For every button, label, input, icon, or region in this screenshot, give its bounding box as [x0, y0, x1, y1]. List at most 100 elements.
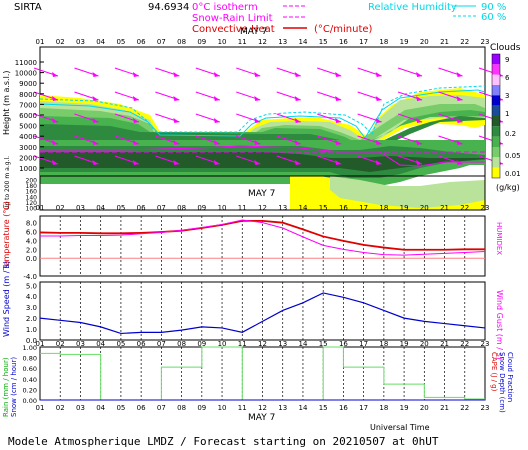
height-tick-label: 9000	[19, 80, 37, 88]
hour-tick-label: 16	[339, 38, 348, 46]
hour-tick-label: 07	[157, 204, 166, 212]
colorbar-swatch	[492, 116, 500, 127]
legend-snowrain-label: Snow-Rain Limit	[192, 13, 273, 24]
cloud-colorbar	[491, 53, 501, 179]
hour-tick-label: 14	[298, 204, 307, 212]
near-ground-band	[40, 176, 290, 184]
colorbar-title: Clouds	[490, 43, 521, 53]
wind-arrow-head	[254, 72, 261, 77]
panel2-date-label: MAY 7	[248, 189, 275, 199]
hour-tick-label: 10	[218, 404, 227, 412]
hour-tick-label: 11	[238, 204, 247, 212]
hour-tick-label: 22	[460, 340, 469, 348]
wind-arrow-head	[173, 96, 180, 101]
hour-tick-label: 19	[400, 38, 409, 46]
ground-height-tick-label: 140	[26, 194, 38, 201]
hour-tick-label: 18	[379, 340, 388, 348]
hour-tick-label: 01	[36, 204, 45, 212]
wind-arrow-head	[335, 140, 342, 145]
wind-arrow-head	[213, 96, 220, 101]
colorbar-swatch	[492, 136, 500, 147]
wind-arrow-head	[213, 140, 220, 145]
hour-tick-label: 15	[319, 204, 328, 212]
ground-height-tick-label: 120	[26, 200, 38, 207]
wind-arrow-head	[173, 72, 180, 77]
height-tick-label: 1000	[19, 165, 37, 173]
colorbar-frame	[491, 53, 501, 179]
hour-tick-label: 11	[238, 340, 247, 348]
hour-tick-label: 09	[197, 340, 206, 348]
hour-tick-label: 13	[278, 340, 287, 348]
wind-arrow-head	[416, 118, 423, 123]
hour-tick-label: 03	[76, 340, 85, 348]
hour-tick-label: 20	[420, 38, 429, 46]
hour-tick-label: 17	[359, 340, 368, 348]
temp-tick-label: 0.0	[26, 255, 37, 263]
wind-tick-label: 1.0	[26, 326, 37, 334]
hour-tick-label: 09	[197, 38, 206, 46]
hour-tick-label: 02	[56, 38, 65, 46]
ground-height-tick-label: 100	[26, 206, 38, 213]
hour-tick-label: 19	[400, 204, 409, 212]
ground-height-tick-label: 200	[26, 178, 38, 185]
hour-tick-label: 20	[420, 404, 429, 412]
wind-arrow-head	[92, 140, 99, 145]
hour-tick-label: 22	[460, 404, 469, 412]
wind-arrow-head	[92, 96, 99, 101]
hour-tick-label: 04	[96, 340, 105, 348]
hour-tick-label: 06	[137, 404, 146, 412]
height-tick-label: 10000	[15, 70, 37, 78]
hour-tick-label: 09	[197, 204, 206, 212]
wind-arrow-head	[416, 96, 423, 101]
wind-arrow-head	[132, 118, 139, 123]
hour-tick-label: 13	[278, 204, 287, 212]
wind-arrow-head	[375, 96, 382, 101]
height-tick-label: 7000	[19, 101, 37, 109]
wind-arrow-head	[254, 160, 261, 165]
hour-tick-label: 07	[157, 404, 166, 412]
colorbar-label: 3	[505, 92, 509, 100]
wind-arrow-head	[254, 96, 261, 101]
forecast-footer: Modele Atmospherique LMDZ / Forecast sta…	[8, 435, 439, 448]
wind-arrow-head	[416, 160, 423, 165]
hour-tick-label: 01	[36, 404, 45, 412]
colorbar-swatch	[492, 157, 500, 168]
hour-tick-label: 08	[177, 404, 186, 412]
cloud-layer-lower-darkest	[40, 152, 485, 172]
panel3-ylabel-right: Wind Gust (m / s)	[495, 290, 504, 360]
hour-tick-label: 23	[481, 340, 490, 348]
hour-tick-label: 17	[359, 38, 368, 46]
panel2-ylabel-left: Temperature (°C)	[2, 201, 11, 271]
legend-convective-unit: (°C/minute)	[314, 24, 373, 35]
convective-line	[40, 145, 485, 167]
wind-arrow-head	[52, 96, 58, 101]
site-coords: 94.6934	[148, 2, 189, 13]
wind-arrow-head	[456, 96, 463, 101]
height-tick-label: 11000	[15, 59, 37, 67]
hour-tick-label: 02	[56, 404, 65, 412]
rain-tick-label: 0.60	[23, 365, 37, 373]
height-tick-label: 3000	[19, 144, 37, 152]
temp-tick-label: 2.0	[26, 246, 37, 254]
colorbar-label: 6	[505, 74, 510, 82]
hour-tick-label: 10	[218, 340, 227, 348]
wind-tick-label: 3.0	[26, 304, 37, 312]
panel4-ylabel-snow: Snow (cm / hour)	[10, 357, 18, 417]
panel1-ylabel-bottom: Up to 200 m a.g.l.	[4, 156, 11, 210]
hour-tick-label: 12	[258, 404, 267, 412]
hour-tick-label: 21	[440, 340, 449, 348]
wind-tick-label: 5.0	[26, 282, 37, 290]
rain-tick-label: 0.80	[23, 355, 37, 363]
panel4-ylabel-cloudfrac: Cloud Fraction	[506, 352, 514, 402]
panel2-ylabel-right: HUMIDEX	[495, 222, 503, 255]
bottom-hour-labels: 01 02 03 04 05 06 07 08 09 10 11 12 13 14 15 16 17 18 19 20…	[36, 404, 490, 412]
rain-tick-label: 0.40	[23, 376, 37, 384]
hour-tick-label: 23	[481, 404, 490, 412]
wind-arrow-head	[294, 96, 301, 101]
panel1-ground-strip	[39, 175, 486, 211]
panel1-ylabel-top: Height (m a.s.l.)	[2, 71, 11, 136]
hour-tick-label: 17	[359, 204, 368, 212]
wind-arrow-head	[254, 140, 261, 145]
hour-tick-label: 21	[440, 38, 449, 46]
